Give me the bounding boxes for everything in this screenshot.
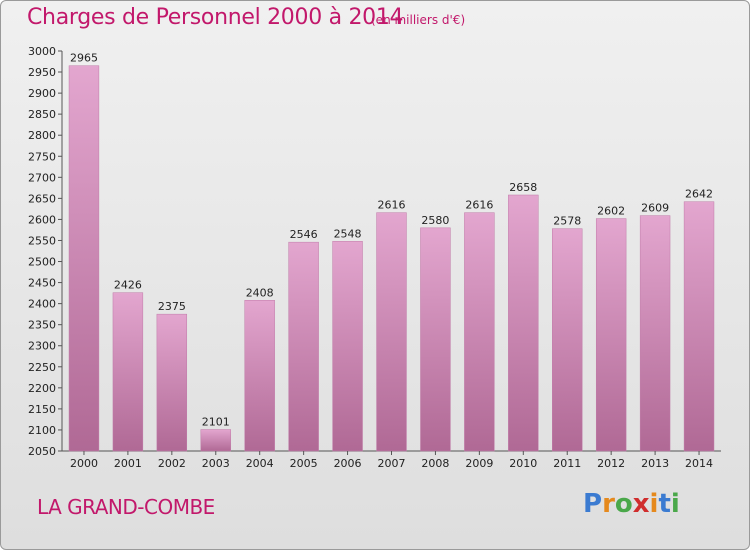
logo-letter: i <box>670 489 680 519</box>
data-label: 2375 <box>158 300 186 313</box>
data-label: 2580 <box>421 214 449 227</box>
bar <box>595 218 627 452</box>
bar <box>156 313 188 452</box>
logo-letter: i <box>649 489 659 519</box>
data-label: 2642 <box>685 188 713 201</box>
chart-subtitle: (en milliers d'€) <box>371 13 466 27</box>
y-tick-label: 2950 <box>28 66 56 79</box>
bar <box>68 65 100 452</box>
data-label: 2546 <box>290 228 318 241</box>
data-label: 2426 <box>114 279 142 292</box>
commune-name: LA GRAND-COMBE <box>37 495 215 519</box>
x-tick-label: 2000 <box>70 457 98 470</box>
y-tick-label: 2700 <box>28 171 56 184</box>
x-tick-label: 2001 <box>114 457 142 470</box>
bar <box>639 215 671 452</box>
bar <box>112 292 144 452</box>
data-label: 2965 <box>70 52 98 65</box>
x-tick-label: 2007 <box>378 457 406 470</box>
y-tick-label: 2400 <box>28 298 56 311</box>
data-label: 2609 <box>641 202 669 215</box>
y-tick-label: 2150 <box>28 403 56 416</box>
bar <box>683 201 715 452</box>
x-tick-label: 2003 <box>202 457 230 470</box>
y-tick-label: 2450 <box>28 277 56 290</box>
logo-letter: t <box>658 489 671 519</box>
x-tick-label: 2012 <box>597 457 625 470</box>
bar <box>464 212 495 452</box>
logo-letter: r <box>602 489 615 519</box>
x-tick-label: 2002 <box>158 457 186 470</box>
y-tick-label: 2050 <box>28 445 56 458</box>
logo-letter: P <box>583 489 603 519</box>
x-tick-label: 2004 <box>246 457 274 470</box>
y-tick-label: 2100 <box>28 424 56 437</box>
bar <box>288 241 319 452</box>
y-tick-label: 2900 <box>28 87 56 100</box>
bar <box>332 241 363 452</box>
y-tick-label: 2350 <box>28 319 56 332</box>
x-tick-label: 2008 <box>421 457 449 470</box>
bar <box>552 228 583 452</box>
bar <box>420 227 451 452</box>
x-tick-label: 2006 <box>334 457 362 470</box>
y-tick-label: 2250 <box>28 361 56 374</box>
logo-letter: o <box>614 489 633 519</box>
y-tick-label: 2750 <box>28 150 56 163</box>
data-label: 2616 <box>378 199 406 212</box>
proxiti-logo: Proxiti <box>583 489 680 519</box>
y-tick-label: 3000 <box>28 45 56 58</box>
x-tick-label: 2013 <box>641 457 669 470</box>
data-label: 2548 <box>334 227 362 240</box>
y-tick-label: 2800 <box>28 129 56 142</box>
data-label: 2578 <box>553 215 581 228</box>
y-tick-label: 2850 <box>28 108 56 121</box>
data-label: 2616 <box>465 199 493 212</box>
logo-letter: x <box>632 489 650 519</box>
data-label: 2101 <box>202 416 230 429</box>
x-tick-label: 2005 <box>290 457 318 470</box>
x-tick-label: 2010 <box>509 457 537 470</box>
y-tick-label: 2500 <box>28 256 56 269</box>
bar <box>244 300 275 452</box>
data-label: 2602 <box>597 205 625 218</box>
data-label: 2408 <box>246 286 274 299</box>
bar <box>376 212 407 452</box>
y-tick-label: 2300 <box>28 340 56 353</box>
data-label: 2658 <box>509 181 537 194</box>
x-tick-label: 2011 <box>553 457 581 470</box>
bar <box>508 194 539 452</box>
y-tick-label: 2550 <box>28 234 56 247</box>
y-tick-label: 2600 <box>28 213 56 226</box>
chart-title: Charges de Personnel 2000 à 2014 <box>27 5 404 30</box>
y-tick-label: 2200 <box>28 382 56 395</box>
bar <box>200 429 231 452</box>
x-tick-label: 2014 <box>685 457 713 470</box>
x-tick-label: 2009 <box>465 457 493 470</box>
y-tick-label: 2650 <box>28 192 56 205</box>
